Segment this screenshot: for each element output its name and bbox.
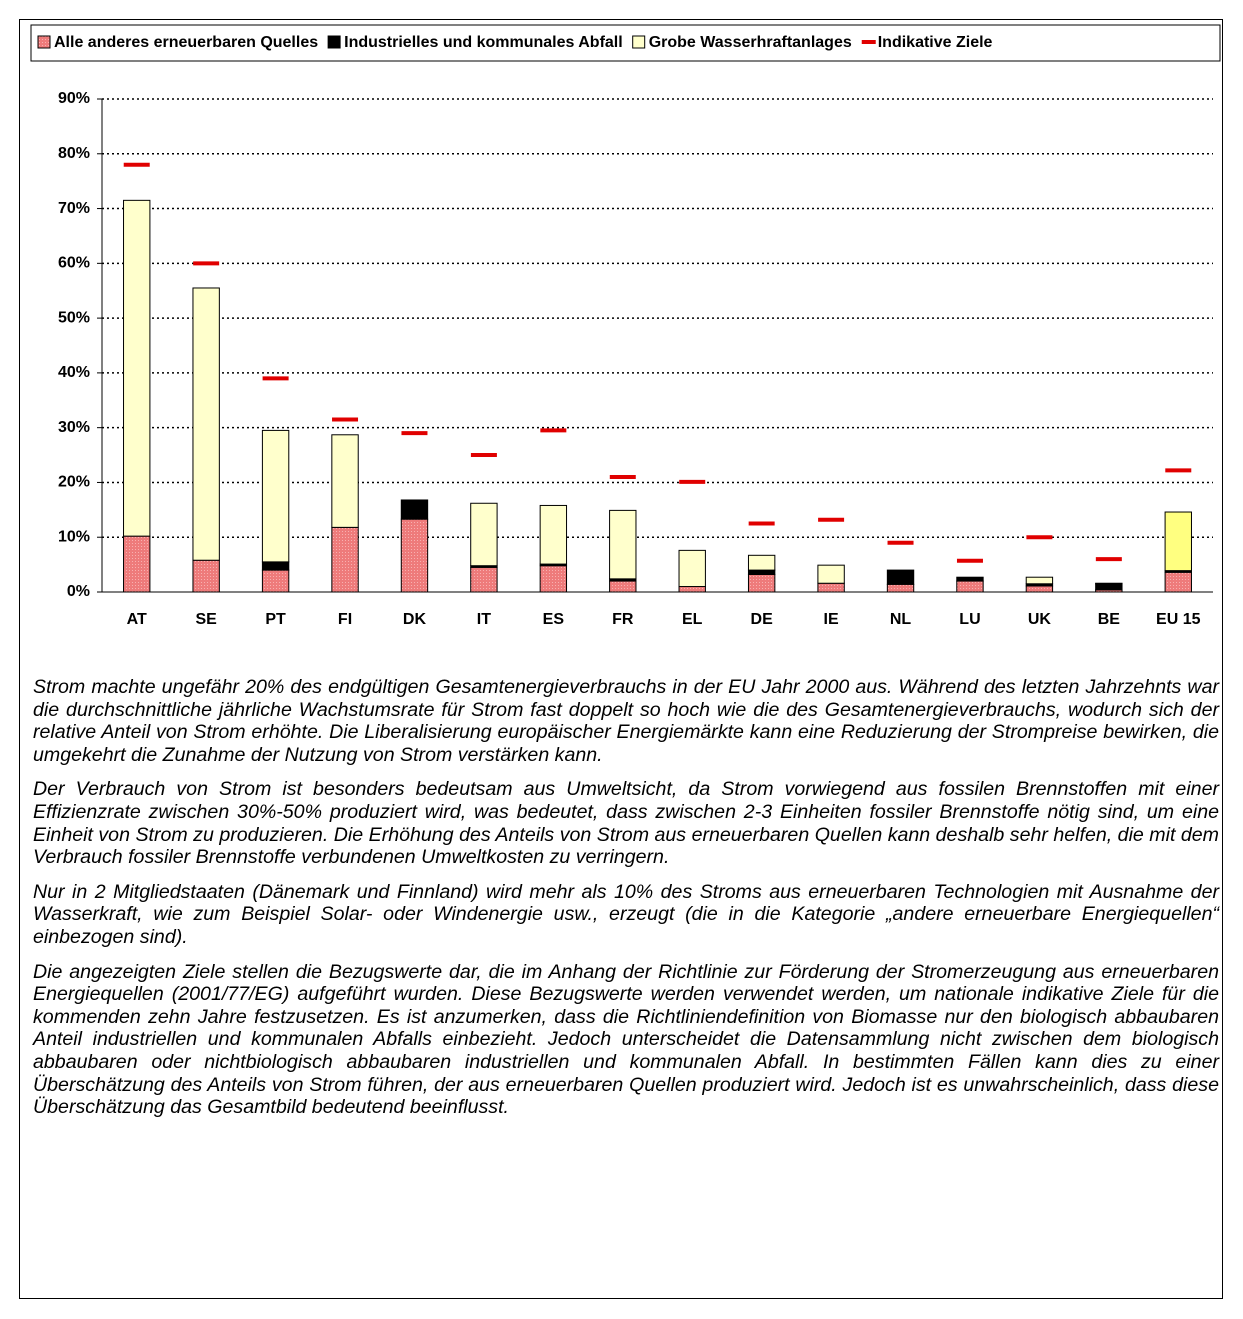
- bar-segment: [261, 429, 290, 563]
- y-tick-label: 0%: [67, 583, 90, 600]
- bar-segment: [331, 434, 359, 528]
- bar-segment: [539, 565, 568, 593]
- bar-segment: [123, 535, 151, 593]
- x-tick-label: UK: [1028, 611, 1052, 628]
- bar-segment: [956, 576, 984, 582]
- y-tick-label: 50%: [58, 309, 90, 326]
- bar-segment: [886, 583, 915, 593]
- bar-segment: [400, 499, 429, 520]
- bar-segment: [956, 580, 984, 593]
- bar-segment: [539, 504, 568, 565]
- bar-segment: [1164, 511, 1192, 572]
- bar-segment: [123, 199, 151, 537]
- body-text: Strom machte ungefähr 20% des endgültige…: [33, 676, 1219, 1131]
- bar-segment: [400, 518, 429, 593]
- x-tick-label: EL: [682, 611, 703, 628]
- paragraph: Nur in 2 Mitgliedstaaten (Dänemark und F…: [33, 880, 1219, 948]
- x-tick-label: FI: [338, 611, 352, 628]
- x-tick-label: DE: [751, 611, 774, 628]
- bar-segment: [1164, 571, 1192, 593]
- x-tick-label: ES: [543, 611, 565, 628]
- bar-segment: [192, 559, 220, 593]
- y-tick-label: 20%: [58, 474, 90, 491]
- bar-segment: [470, 502, 498, 567]
- bar-segment: [678, 549, 706, 588]
- bar-segment: [331, 526, 359, 593]
- y-tick-label: 10%: [58, 528, 90, 545]
- legend-swatch: [37, 35, 51, 49]
- legend-label: Alle anderes erneuerbaren Quelles: [54, 34, 318, 51]
- bar-segment: [470, 566, 498, 593]
- bar-segment: [817, 582, 845, 593]
- x-tick-label: IE: [824, 611, 839, 628]
- x-tick-label: LU: [959, 611, 980, 628]
- bar-segment: [747, 569, 776, 575]
- y-tick-label: 30%: [58, 419, 90, 436]
- paragraph: Der Verbrauch von Strom ist besonders be…: [33, 778, 1219, 869]
- legend-swatch: [327, 35, 341, 49]
- bar-segment: [609, 509, 637, 580]
- legend-swatch: [632, 35, 646, 49]
- x-tick-label: SE: [195, 611, 217, 628]
- legend-label: Grobe Wasserhraftanlages: [649, 34, 852, 51]
- y-tick-label: 70%: [58, 200, 90, 217]
- bar-segment: [678, 586, 706, 593]
- x-tick-label: FR: [612, 611, 634, 628]
- bar-segment: [1095, 583, 1123, 591]
- bar-segment: [1025, 576, 1054, 585]
- y-tick-label: 80%: [58, 145, 90, 162]
- x-tick-label: IT: [477, 611, 491, 628]
- y-tick-label: 60%: [58, 255, 90, 272]
- bar-segment: [817, 564, 845, 584]
- legend-label: Indikative Ziele: [878, 34, 993, 51]
- chart: 0% 10% 20% 30% 40% 50% 60% 70% 80% 90% Alle andere…: [30, 24, 1221, 628]
- bar-segment: [192, 287, 220, 561]
- frame: [19, 19, 1223, 1299]
- paragraph: Strom machte ungefähr 20% des endgültige…: [33, 676, 1219, 766]
- x-tick-label: NL: [890, 611, 912, 628]
- bar-segment: [747, 554, 776, 571]
- x-tick-label: BE: [1098, 611, 1121, 628]
- bar-segment: [1095, 582, 1123, 585]
- paragraph: Die angezeigten Ziele stellen die Bezugs…: [33, 960, 1219, 1119]
- bar-segment: [609, 580, 637, 593]
- bar-segment: [886, 569, 915, 585]
- y-tick-label: 90%: [58, 90, 90, 107]
- x-tick-label: PT: [265, 611, 286, 628]
- bar-segment: [261, 561, 290, 571]
- x-tick-label: DK: [403, 611, 427, 628]
- x-tick-label: EU 15: [1156, 611, 1201, 628]
- x-tick-label: AT: [127, 611, 147, 628]
- y-tick-label: 40%: [58, 364, 90, 381]
- bar-segment: [747, 573, 776, 593]
- legend-label: Industrielles und kommunales Abfall: [344, 34, 623, 51]
- bar-segment: [261, 569, 290, 593]
- bar-segment: [1025, 585, 1054, 593]
- legend-box: [30, 24, 1221, 62]
